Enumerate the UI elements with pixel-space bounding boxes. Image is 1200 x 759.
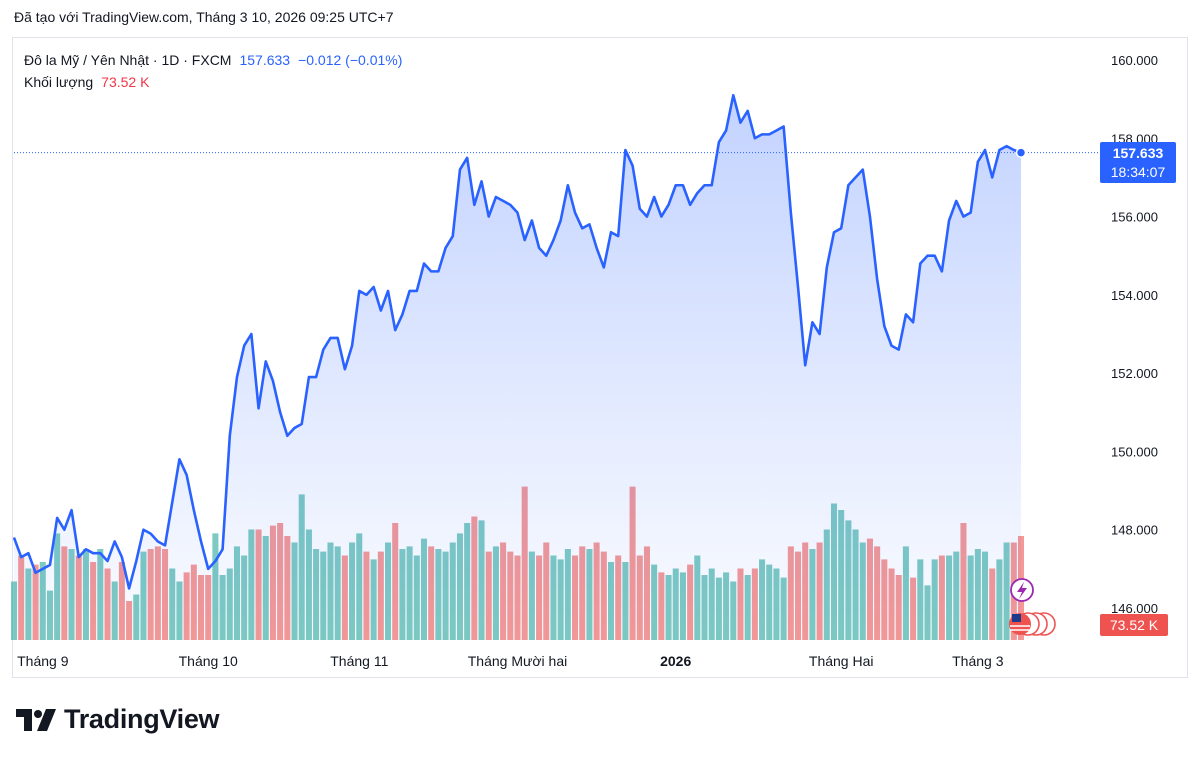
x-axis: Tháng 9 Tháng 10 Tháng 11 Tháng Mười hai 202… — [17, 653, 1004, 669]
price-tag: 157.633 18:34:07 — [1100, 142, 1176, 183]
legend-price: 157.633 — [239, 52, 291, 68]
legend-change: −0.012 (−0.01%) — [298, 52, 403, 68]
chart-frame — [12, 37, 1188, 678]
x-tick-label: Tháng Mười hai — [468, 653, 567, 669]
volume-label[interactable]: Khối lượng — [24, 74, 94, 90]
y-tick-label: 150.000 — [1111, 444, 1158, 459]
price-line — [12, 93, 1022, 590]
y-tick-label: 146.000 — [1111, 601, 1158, 616]
x-tick-label: Tháng 9 — [17, 653, 69, 669]
us-flag-icon[interactable] — [1009, 612, 1056, 636]
y-axis: 146.000 148.000 150.000 152.000 154.000 156.0… — [1111, 53, 1158, 616]
tradingview-logo-icon — [16, 708, 56, 731]
y-tick-label: 160.000 — [1111, 53, 1158, 68]
volume-tag: 73.52 K — [1100, 614, 1168, 636]
volume-value: 73.52 K — [101, 74, 150, 90]
y-tick-label: 148.000 — [1111, 523, 1158, 538]
brand-name: TradingView — [64, 704, 220, 734]
x-tick-label: Tháng 3 — [952, 653, 1004, 669]
symbol-label[interactable]: Đô la Mỹ / Yên Nhật · 1D · FXCM — [24, 52, 232, 68]
last-price-dot — [1015, 147, 1027, 158]
y-tick-label: 152.000 — [1111, 366, 1158, 381]
x-tick-label: Tháng 11 — [330, 653, 388, 669]
x-tick-label: Tháng Hai — [809, 653, 874, 669]
created-with-label: Đã tạo với TradingView.com, Tháng 3 10, … — [14, 9, 394, 25]
lightning-icon[interactable] — [1010, 578, 1034, 602]
price-tag-value: 157.633 — [1113, 145, 1164, 161]
price-tag-countdown: 18:34:07 — [1111, 164, 1166, 180]
y-tick-label: 154.000 — [1111, 288, 1158, 303]
y-tick-label: 156.000 — [1111, 210, 1158, 225]
chart-legend: Đô la Mỹ / Yên Nhật · 1D · FXCM 157.633 … — [24, 49, 402, 93]
x-tick-label: 2026 — [660, 653, 691, 669]
price-area — [14, 95, 1021, 641]
volume-tag-value: 73.52 K — [1110, 617, 1159, 633]
x-tick-label: Tháng 10 — [179, 653, 238, 669]
tradingview-brand[interactable]: TradingView — [16, 704, 220, 735]
